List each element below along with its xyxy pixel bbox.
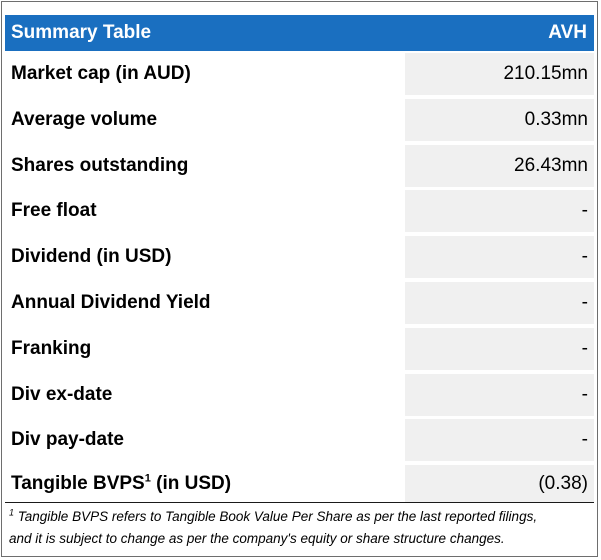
row-label-franking: Franking bbox=[11, 337, 92, 359]
footnote: 1 Tangible BVPS refers to Tangible Book … bbox=[9, 506, 594, 550]
row-value-franking: - bbox=[405, 327, 594, 370]
table-row: Dividend (in USD) - bbox=[5, 236, 594, 282]
footnote-divider bbox=[5, 502, 594, 503]
footnote-number: 1 bbox=[9, 507, 15, 518]
tangible-bvps-text: Tangible BVPS bbox=[11, 473, 145, 495]
table-body: Market cap (in AUD) 210.15mn Average vol… bbox=[5, 53, 594, 505]
footnote-marker: 1 bbox=[144, 472, 151, 485]
footnote-text-1: Tangible BVPS refers to Tangible Book Va… bbox=[14, 509, 538, 524]
table-row: Annual Dividend Yield - bbox=[5, 281, 594, 328]
table-row: Market cap (in AUD) 210.15mn bbox=[5, 53, 594, 99]
table-row: Average volume 0.33mn bbox=[5, 98, 594, 145]
row-value-dividend: - bbox=[405, 236, 594, 279]
footnote-line-1: 1 Tangible BVPS refers to Tangible Book … bbox=[9, 506, 594, 528]
row-label-dividend: Dividend (in USD) bbox=[11, 246, 172, 268]
row-label-dividend-yield: Annual Dividend Yield bbox=[11, 291, 211, 313]
row-label-market-cap: Market cap (in AUD) bbox=[11, 63, 191, 84]
row-value-tangible-bvps: (0.38) bbox=[405, 465, 594, 503]
row-value-free-float: - bbox=[405, 190, 594, 233]
ticker-label: AVH bbox=[548, 22, 587, 43]
table-header: Summary Table AVH bbox=[5, 15, 594, 51]
table-row: Tangible BVPS1 (in USD) (0.38) bbox=[5, 465, 594, 505]
row-value-div-pay-date: - bbox=[405, 419, 594, 462]
table-title: Summary Table bbox=[11, 22, 152, 43]
tangible-bvps-unit: (in USD) bbox=[150, 473, 232, 495]
table-row: Franking - bbox=[5, 327, 594, 374]
row-label-shares-outstanding: Shares outstanding bbox=[11, 154, 189, 176]
row-label-average-volume: Average volume bbox=[11, 108, 158, 130]
row-label-div-ex-date: Div ex-date bbox=[11, 383, 113, 405]
row-value-dividend-yield: - bbox=[405, 281, 594, 324]
row-value-shares-outstanding: 26.43mn bbox=[405, 144, 594, 187]
row-label-free-float: Free float bbox=[11, 200, 97, 222]
row-label-tangible-bvps: Tangible BVPS1 (in USD) bbox=[11, 465, 231, 502]
row-value-div-ex-date: - bbox=[405, 373, 594, 416]
row-label-div-pay-date: Div pay-date bbox=[11, 429, 124, 451]
table-row: Shares outstanding 26.43mn bbox=[5, 144, 594, 191]
table-row: Free float - bbox=[5, 190, 594, 236]
footnote-line-2: and it is subject to change as per the c… bbox=[9, 531, 505, 546]
table-row: Div ex-date - bbox=[5, 373, 594, 420]
table-row: Div pay-date - bbox=[5, 419, 594, 465]
row-value-market-cap: 210.15mn bbox=[405, 53, 594, 95]
row-value-average-volume: 0.33mn bbox=[405, 98, 594, 141]
